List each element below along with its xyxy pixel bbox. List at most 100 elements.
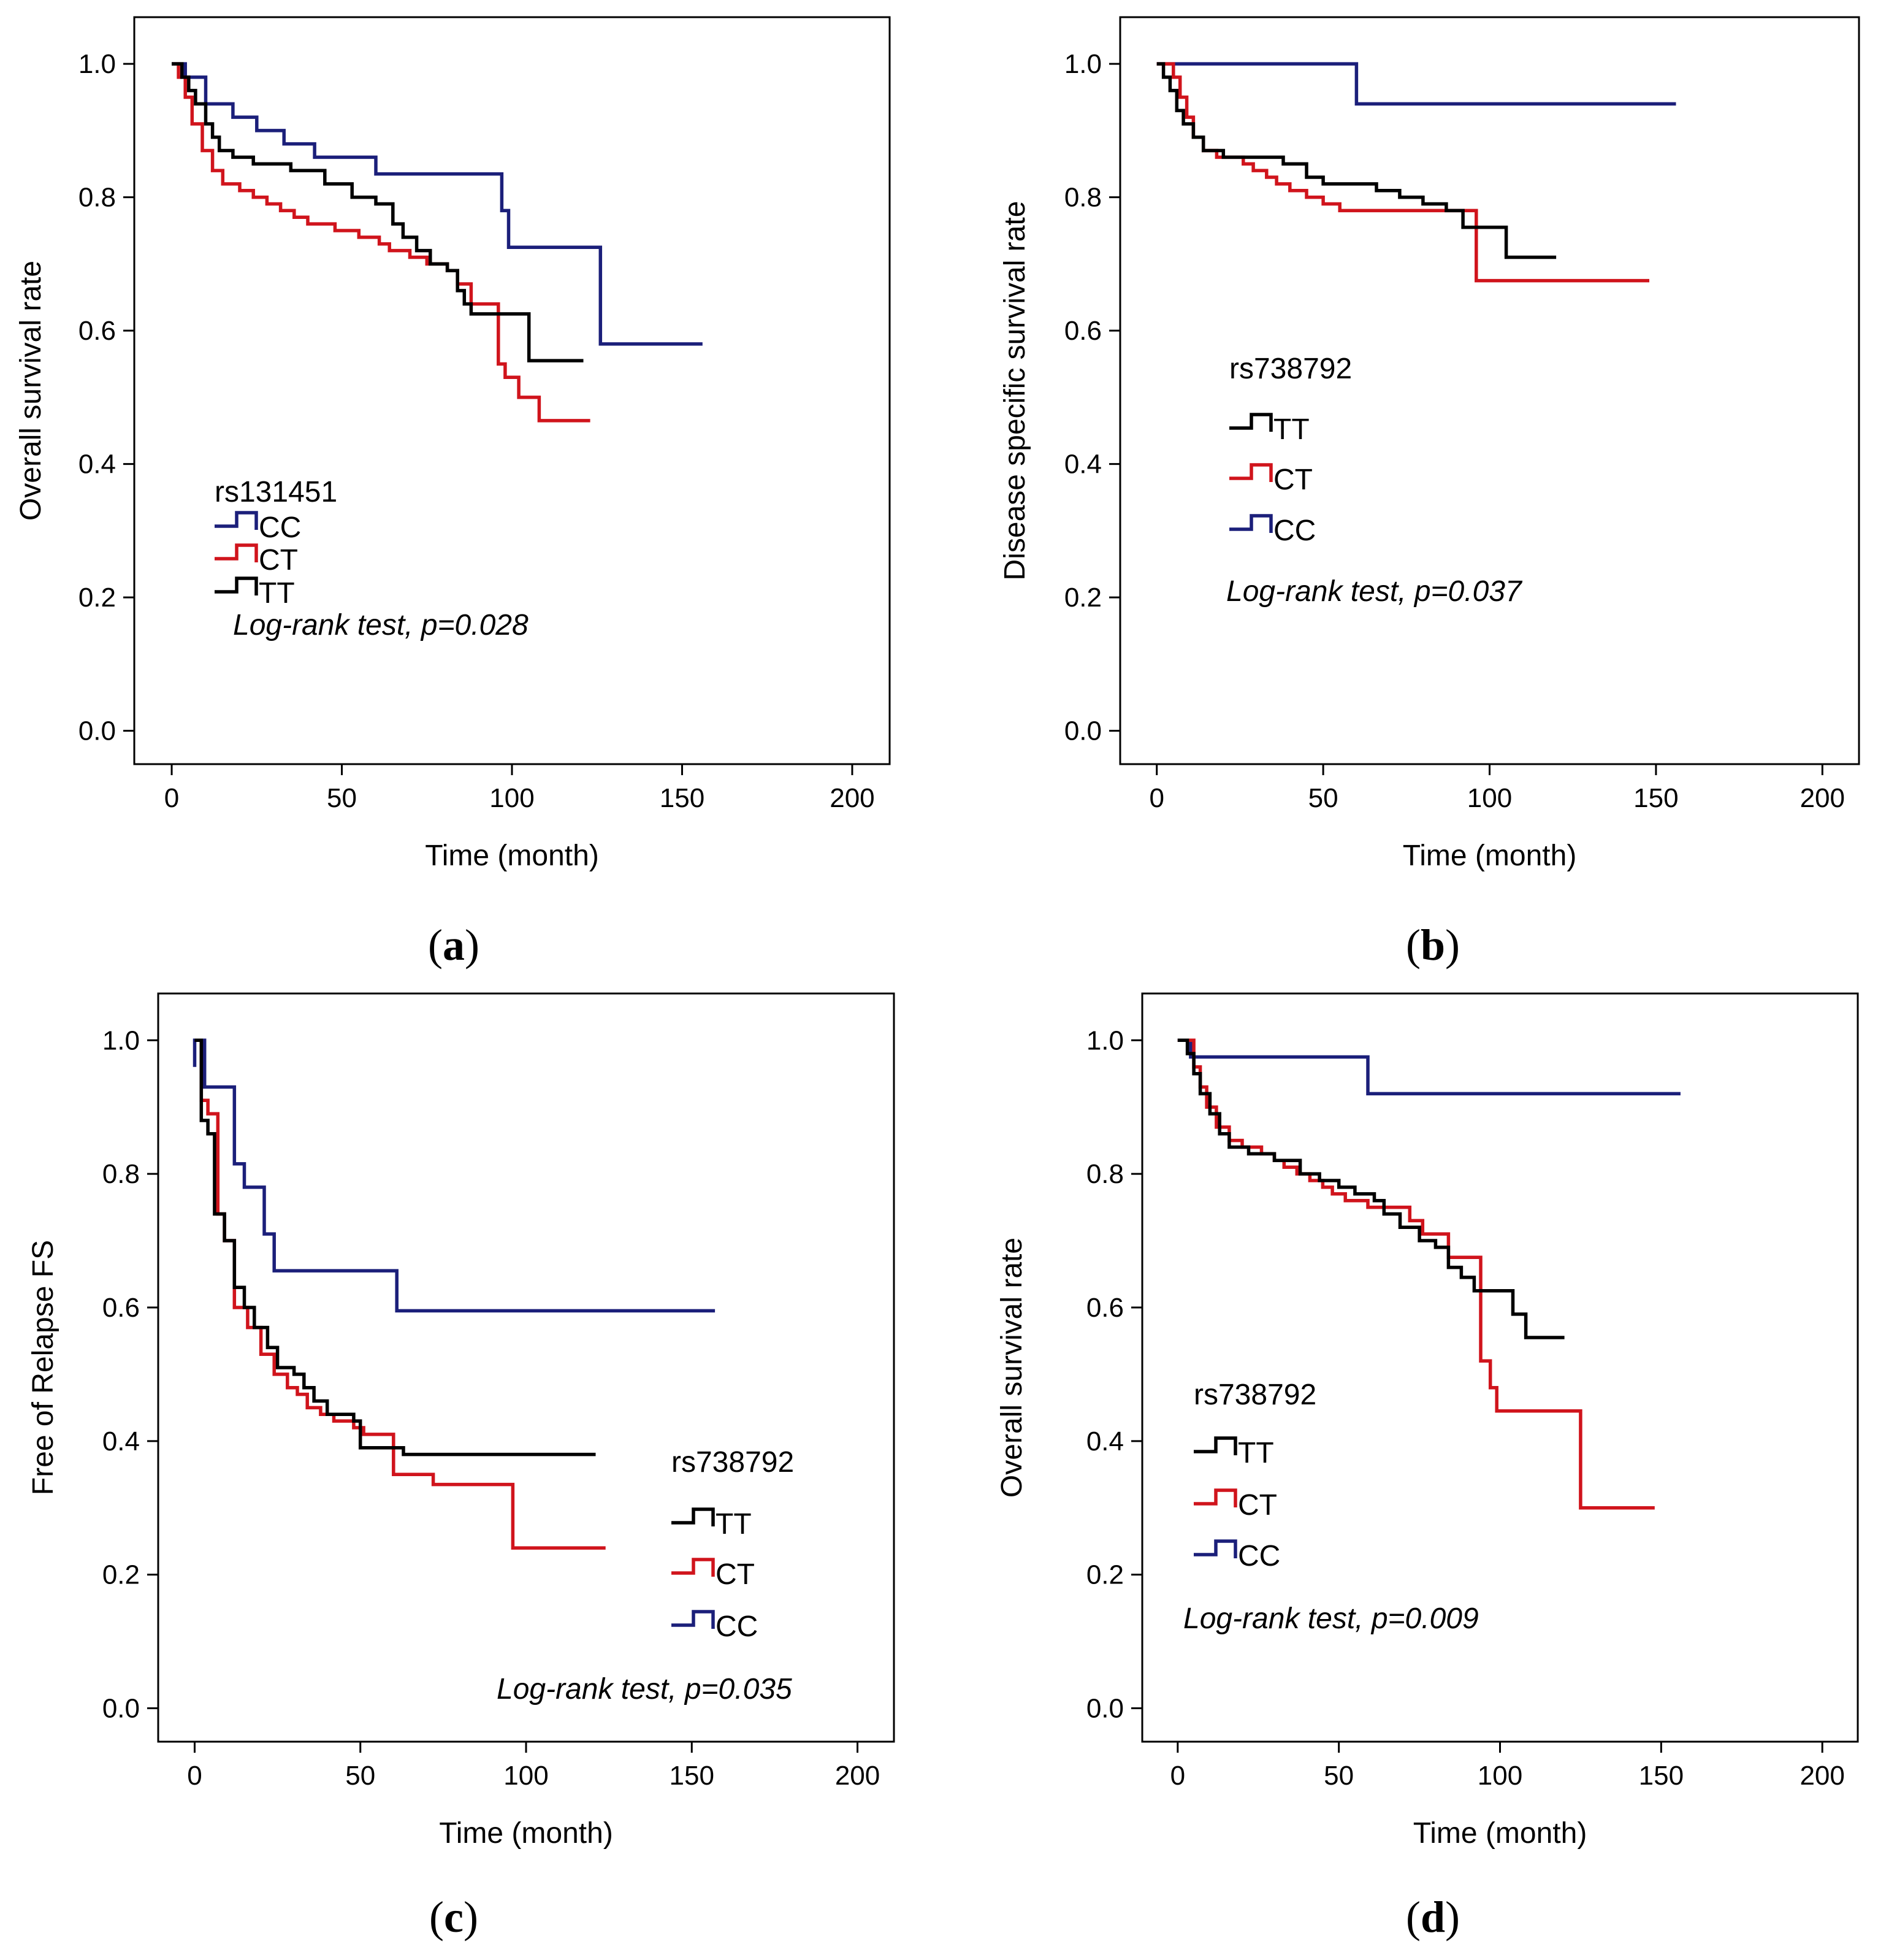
legend: rs738792 TT CT CC [671,1446,794,1643]
x-tick-label: 0 [1170,1761,1185,1791]
panel-label: (c) [429,1893,478,1942]
x-tick-label: 50 [1308,783,1338,813]
x-tick-label: 200 [1800,783,1845,813]
x-tick-label: 100 [503,1761,548,1791]
x-tick-label: 200 [830,783,874,813]
y-tick-label: 0.8 [78,183,116,213]
legend-symbol-tt [671,1507,715,1526]
panel-a: 0.0 0.2 0.4 0.6 0.8 1.0 0 50 100 150 200 Time (mont… [15,16,891,970]
x-axis-label: Time (month) [1403,840,1577,872]
legend-title: rs131451 [215,476,337,508]
panel-label: (b) [1406,921,1460,970]
legend-title: rs738792 [671,1446,794,1479]
y-tick-label: 1.0 [102,1025,140,1055]
curve-tt [1177,1038,1565,1339]
log-rank-note: Log-rank test, p=0.028 [233,609,529,641]
legend-symbol-tt [1194,1436,1237,1455]
legend-label-ct: CT [1273,464,1313,496]
y-tick-label: 0.6 [78,316,116,346]
plot-frame [157,992,895,1743]
curve-ct [194,1038,606,1550]
legend-symbol-tt [1229,413,1273,432]
x-axis-label: Time (month) [1413,1817,1587,1850]
legend-label-tt: TT [1238,1437,1274,1469]
legend-label-cc: CC [1238,1540,1280,1572]
x-tick-label: 0 [1149,783,1164,813]
curve-cc [193,1038,716,1313]
legend-title: rs738792 [1194,1379,1316,1411]
curve-tt [1156,62,1557,259]
legend: rs738792 TT CT CC [1194,1379,1316,1572]
x-tick-label: 150 [660,783,704,813]
legend-label-cc: CC [259,511,301,544]
legend-label-ct: CT [259,544,298,576]
x-tick-label: 0 [187,1761,202,1791]
y-tick-label: 0.8 [1086,1159,1124,1189]
legend-label-tt: TT [1273,413,1310,446]
legend-symbol-ct [1229,463,1273,482]
legend-label-tt: TT [716,1508,752,1541]
legend-symbol-tt [215,576,258,595]
y-tick-label: 0.2 [78,583,116,613]
x-tick-label: 150 [1633,783,1678,813]
y-tick-label: 0.8 [1064,183,1102,213]
plot-frame [133,16,891,765]
curve-cc [1177,1038,1681,1096]
panel-label: (a) [428,921,479,970]
curve-tt [194,1038,596,1457]
curve-ct [172,62,590,423]
x-axis-label: Time (month) [439,1817,613,1850]
curve-cc [172,62,703,346]
y-tick-label: 0.2 [1086,1560,1124,1590]
curve-cc [1156,62,1676,106]
x-tick-label: 100 [1467,783,1512,813]
y-tick-label: 0.0 [78,716,116,746]
log-rank-note: Log-rank test, p=0.037 [1226,575,1523,608]
y-tick-label: 0.6 [102,1293,140,1323]
y-tick-label: 0.6 [1086,1293,1124,1323]
x-tick-label: 100 [1478,1761,1522,1791]
curve-tt [172,62,584,362]
y-axis-label: Disease specific survival rate [999,201,1031,581]
legend-symbol-cc [1194,1539,1237,1558]
y-tick-label: 0.2 [102,1560,140,1590]
x-tick-label: 50 [345,1761,375,1791]
legend-symbol-cc [215,511,258,530]
x-tick-label: 150 [1639,1761,1684,1791]
legend-label-cc: CC [716,1610,758,1643]
legend-symbol-ct [215,543,258,562]
y-tick-label: 0.4 [102,1426,140,1457]
panel-d: 0.0 0.2 0.4 0.6 0.8 1.0 0 50 100 150 200 Time (mont… [996,992,1859,1942]
legend-symbol-cc [671,1610,715,1629]
y-axis-label: Overall survival rate [996,1238,1028,1498]
legend-label-ct: CT [716,1558,755,1591]
log-rank-note: Log-rank test, p=0.009 [1183,1602,1479,1635]
y-tick-label: 0.6 [1064,316,1102,346]
x-tick-label: 50 [327,783,357,813]
x-tick-label: 200 [835,1761,880,1791]
panel-c: 0.0 0.2 0.4 0.6 0.8 1.0 0 50 100 150 200 Time (mont… [27,992,895,1942]
x-tick-label: 0 [164,783,179,813]
legend-symbol-cc [1229,514,1273,533]
x-tick-label: 200 [1800,1761,1844,1791]
plot-frame [1119,16,1860,765]
y-tick-label: 0.0 [1086,1694,1124,1724]
y-tick-label: 0.4 [1064,450,1102,480]
legend-label-cc: CC [1273,515,1316,547]
y-tick-label: 1.0 [78,49,116,79]
legend: rs738792 TT CT CC [1229,353,1352,547]
y-tick-label: 0.2 [1064,583,1102,613]
y-tick-label: 0.4 [1086,1426,1124,1457]
y-tick-label: 1.0 [1086,1025,1124,1055]
panel-b: 0.0 0.2 0.4 0.6 0.8 1.0 0 50 100 150 200 Time (mont… [999,16,1860,970]
legend-label-tt: TT [259,577,295,610]
curve-ct [1156,62,1649,283]
panel-label: (d) [1406,1893,1460,1942]
x-axis-label: Time (month) [425,840,599,872]
y-axis-label: Free of Relapse FS [27,1240,59,1495]
x-tick-label: 150 [670,1761,714,1791]
legend-symbol-ct [1194,1488,1237,1507]
log-rank-note: Log-rank test, p=0.035 [497,1673,792,1705]
y-tick-label: 0.8 [102,1159,140,1189]
